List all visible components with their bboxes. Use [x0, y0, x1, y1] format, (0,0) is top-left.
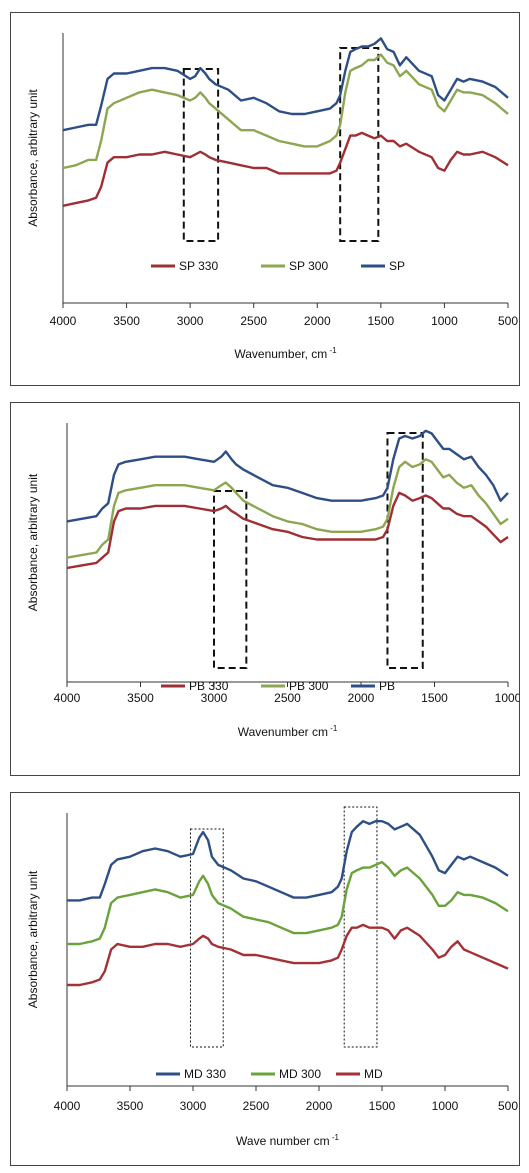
x-axis-label-text: Wavenumber cm [238, 725, 328, 739]
series-line-pb-330 [66, 491, 509, 570]
x-tick-label: 3000 [177, 314, 204, 328]
chart-panel-pb: 4000 3500 3000 2500 2000 1500 1000 Wavenumber c… [10, 402, 522, 776]
series-line-sp-300 [62, 53, 509, 170]
x-tick-label: 2000 [348, 691, 375, 705]
x-axis-label: Wavenumber, cm -1 [234, 346, 337, 361]
legend-label: SP [389, 259, 405, 273]
chart-panel-sp: 4000 3500 3000 2500 2000 1500 1000 500 Wavenumbe… [10, 12, 520, 386]
x-tick-label: 1500 [368, 314, 395, 328]
chart-svg-pb: 4000 3500 3000 2500 2000 1500 1000 Wavenumber c… [26, 423, 522, 739]
highlight-box [189, 828, 224, 1048]
x-tick-label: 2500 [243, 1099, 270, 1113]
highlight-box [213, 490, 248, 669]
legend-label: PB 300 [289, 679, 329, 693]
x-tick-label: 2000 [304, 314, 331, 328]
x-tick-label: 1500 [369, 1099, 396, 1113]
y-axis-label: Absorbance, arbitrary unit [26, 89, 40, 227]
x-axis-label-sup: -1 [330, 1133, 340, 1142]
x-tick-label: 3000 [201, 691, 228, 705]
y-axis-label: Absorbance, arbitrary unit [26, 473, 40, 611]
x-tick-label: 500 [498, 314, 518, 328]
x-tick-label: 4000 [50, 314, 77, 328]
series-line-md [67, 923, 509, 987]
x-tick-label: 2500 [240, 314, 267, 328]
legend-label: SP 330 [179, 259, 218, 273]
x-tick-label: 4000 [54, 691, 81, 705]
x-tick-label: 1500 [421, 691, 448, 705]
x-tick-label: 1000 [495, 691, 519, 705]
highlight-box [339, 47, 380, 242]
series-line-md-330 [67, 820, 509, 902]
chart-panel-md: 4000 3500 3000 2500 2000 1500 1000 500 Wave numb… [10, 792, 520, 1166]
x-axis-label: Wave number cm -1 [236, 1133, 339, 1148]
x-tick-label: 3500 [127, 691, 154, 705]
x-tick-label: 1000 [432, 1099, 459, 1113]
series-line-md-300 [67, 860, 509, 946]
x-tick-label: 500 [498, 1099, 518, 1113]
legend-label: PB [379, 679, 395, 693]
chart-svg-sp: 4000 3500 3000 2500 2000 1500 1000 500 Wavenumbe… [26, 33, 518, 361]
series-line-sp-330 [62, 131, 509, 207]
x-axis-label-sup: -1 [327, 346, 337, 355]
x-axis-label-sup: -1 [328, 724, 338, 733]
legend-label: MD 330 [184, 1067, 226, 1081]
x-tick-label: 4000 [54, 1099, 81, 1113]
x-tick-label: 3500 [117, 1099, 144, 1113]
chart-svg-md: 4000 3500 3000 2500 2000 1500 1000 500 Wave numb… [26, 806, 518, 1148]
legend-label: MD 300 [279, 1067, 321, 1081]
y-axis-label: Absorbance, arbitrary unit [26, 870, 40, 1008]
x-tick-label: 1000 [431, 314, 458, 328]
highlight-box [386, 432, 424, 669]
x-tick-label: 3000 [180, 1099, 207, 1113]
legend-label: SP 300 [289, 259, 328, 273]
x-tick-label: 2000 [306, 1099, 333, 1113]
legend-label: PB 330 [189, 679, 229, 693]
x-tick-label: 2500 [274, 691, 301, 705]
series-line-sp [62, 37, 509, 132]
x-axis-label-text: Wavenumber, cm [234, 347, 327, 361]
x-axis-label: Wavenumber cm -1 [238, 724, 338, 739]
x-axis-label-text: Wave number cm [236, 1134, 330, 1148]
series-line-pb-300 [66, 458, 509, 559]
legend-label: MD [364, 1067, 383, 1081]
series-line-pb [66, 429, 509, 523]
x-tick-label: 3500 [113, 314, 140, 328]
